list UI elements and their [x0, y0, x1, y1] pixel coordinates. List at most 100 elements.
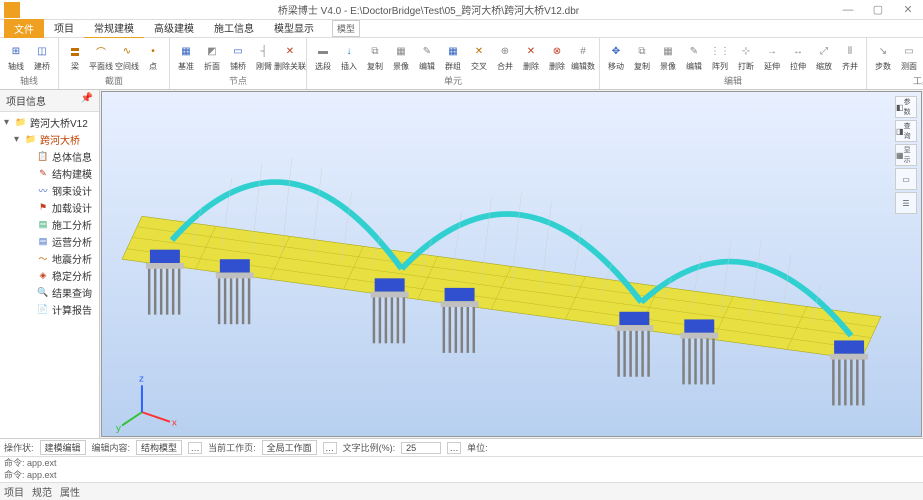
menu-tab-4[interactable]: 模型显示: [264, 18, 324, 39]
tree-node-7[interactable]: ▤运营分析: [2, 233, 97, 250]
tree-node-2[interactable]: 📋总体信息: [2, 148, 97, 165]
titlebar: 桥梁博士 V4.0 - E:\DoctorBridge\Test\05_跨河大桥…: [0, 0, 923, 20]
tree-node-6[interactable]: ▤施工分析: [2, 216, 97, 233]
tree-node-4[interactable]: 〰钢束设计: [2, 182, 97, 199]
project-tree[interactable]: ▾📁跨河大桥V12▾📁跨河大桥📋总体信息✎结构建模〰钢束设计⚑加载设计▤施工分析…: [0, 112, 99, 438]
ribbon-延伸-button[interactable]: →延伸: [760, 43, 784, 72]
编辑-icon: ✎: [685, 43, 703, 61]
ribbon-轴线-button[interactable]: ⊞轴线: [4, 43, 28, 72]
ribbon-打断-button[interactable]: ⊹打断: [734, 43, 758, 72]
交叉-icon: ✕: [470, 43, 488, 61]
ribbon-基准-button[interactable]: ▦基准: [174, 43, 198, 72]
基准-icon: ▦: [177, 43, 195, 61]
延伸-icon: →: [763, 43, 781, 61]
ribbon-编辑-button[interactable]: ✎编辑: [682, 43, 706, 72]
ribbon-景像-button[interactable]: ▦景像: [656, 43, 680, 72]
preset-dropdown[interactable]: 模型: [332, 20, 360, 37]
删除-icon: ⊗: [548, 43, 566, 61]
status-workplane[interactable]: 全局工作面: [262, 440, 317, 455]
bottom-tab-2[interactable]: 属性: [60, 484, 80, 499]
status-text-scale[interactable]: 25: [401, 442, 441, 454]
复制-icon: ⧉: [366, 43, 384, 61]
拉伸-icon: ↔: [789, 43, 807, 61]
tree-node-1[interactable]: ▾📁跨河大桥: [2, 131, 97, 148]
ribbon-齐并-button[interactable]: ⫴齐并: [838, 43, 862, 72]
ribbon-空间线-button[interactable]: ∿空间线: [115, 43, 139, 72]
tree-icon: 📁: [25, 134, 37, 146]
tree-node-3[interactable]: ✎结构建模: [2, 165, 97, 182]
project-sidebar: 项目信息 📌 ▾📁跨河大桥V12▾📁跨河大桥📋总体信息✎结构建模〰钢束设计⚑加载…: [0, 90, 100, 438]
sidebar-pin-icon[interactable]: 📌: [81, 93, 93, 108]
ribbon-group-0: ⊞轴线◫建桥轴线: [0, 38, 59, 89]
点-icon: •: [144, 43, 162, 61]
ribbon-删除-button[interactable]: ⊗删除: [545, 43, 569, 72]
ribbon-编辑数-button[interactable]: #编辑数: [571, 43, 595, 72]
tree-icon: 🔍: [37, 287, 49, 299]
铺桥-icon: ▭: [229, 43, 247, 61]
tree-icon: ⚑: [37, 202, 49, 214]
bottom-tab-0[interactable]: 项目: [4, 484, 24, 499]
删除-icon: ✕: [522, 43, 540, 61]
edit-picker-button[interactable]: …: [188, 442, 202, 454]
scale-picker-button[interactable]: …: [447, 442, 461, 454]
svg-text:x: x: [172, 418, 177, 429]
ribbon-移动-button[interactable]: ✥移动: [604, 43, 628, 72]
menu-tab-3[interactable]: 施工信息: [204, 18, 264, 39]
ribbon-拉伸-button[interactable]: ↔拉伸: [786, 43, 810, 72]
viewport-3d[interactable]: x y z ◧参数◨查询▦显示▭☰: [101, 91, 922, 437]
viewport-tool-1[interactable]: ◨查询: [895, 120, 917, 142]
status-edit-target[interactable]: 结构模型: [136, 440, 182, 455]
bottom-tabs: 项目规范属性: [0, 482, 923, 500]
ribbon-梁-button[interactable]: 〓梁: [63, 43, 87, 72]
ribbon-点-button[interactable]: •点: [141, 43, 165, 72]
menu-tab-2[interactable]: 高级建模: [144, 18, 204, 39]
ribbon-复制-button[interactable]: ⧉复制: [363, 43, 387, 72]
ribbon-缩放-button[interactable]: ⤢缩放: [812, 43, 836, 72]
tree-node-10[interactable]: 🔍结果查询: [2, 284, 97, 301]
menu-tab-1[interactable]: 常规建模: [84, 18, 144, 39]
ribbon-编辑-button[interactable]: ✎编辑: [415, 43, 439, 72]
ribbon-步数-button[interactable]: ↘步数: [871, 43, 895, 72]
ribbon-测面-button[interactable]: ▭测面: [897, 43, 921, 72]
close-button[interactable]: ✕: [893, 3, 923, 16]
tree-node-8[interactable]: 〜地震分析: [2, 250, 97, 267]
ribbon-折面-button[interactable]: ◩折面: [200, 43, 224, 72]
viewport-tool-4[interactable]: ☰: [895, 192, 917, 214]
viewport-tool-3[interactable]: ▭: [895, 168, 917, 190]
ribbon-景像-button[interactable]: ▦景像: [389, 43, 413, 72]
ribbon-建桥-button[interactable]: ◫建桥: [30, 43, 54, 72]
tree-icon: 📄: [37, 304, 49, 316]
tree-node-5[interactable]: ⚑加载设计: [2, 199, 97, 216]
workplane-picker-button[interactable]: …: [323, 442, 337, 454]
bottom-tab-1[interactable]: 规范: [32, 484, 52, 499]
minimize-button[interactable]: —: [833, 4, 863, 16]
ribbon-铺桥-button[interactable]: ▭铺桥: [226, 43, 250, 72]
menu-tabs: 文件 项目常规建模高级建模施工信息模型显示 模型: [0, 20, 923, 38]
折面-icon: ◩: [203, 43, 221, 61]
选段-icon: ▬: [314, 43, 332, 61]
ribbon-平面线-button[interactable]: ⌒平面线: [89, 43, 113, 72]
ribbon-选段-button[interactable]: ▬选段: [311, 43, 335, 72]
ribbon-group-1: 〓梁⌒平面线∿空间线•点截面: [59, 38, 170, 89]
ribbon-群组-button[interactable]: ▦群组: [441, 43, 465, 72]
ribbon-group-4: ✥移动⧉复制▦景像✎编辑⋮⋮阵列⊹打断→延伸↔拉伸⤢缩放⫴齐并编辑: [600, 38, 867, 89]
tree-node-0[interactable]: ▾📁跨河大桥V12: [2, 114, 97, 131]
ribbon-删除关联-button[interactable]: ✕删除关联: [278, 43, 302, 72]
编辑-icon: ✎: [418, 43, 436, 61]
viewport-tool-0[interactable]: ◧参数: [895, 96, 917, 118]
tree-node-11[interactable]: 📄计算报告: [2, 301, 97, 318]
menu-tab-0[interactable]: 项目: [44, 18, 84, 39]
ribbon-刚臂-button[interactable]: ┤刚臂: [252, 43, 276, 72]
viewport-tool-2[interactable]: ▦显示: [895, 144, 917, 166]
ribbon-阵列-button[interactable]: ⋮⋮阵列: [708, 43, 732, 72]
ribbon-插入-button[interactable]: ↓插入: [337, 43, 361, 72]
编辑数-icon: #: [574, 43, 592, 61]
ribbon-交叉-button[interactable]: ✕交叉: [467, 43, 491, 72]
file-tab[interactable]: 文件: [4, 19, 44, 38]
ribbon-删除-button[interactable]: ✕删除: [519, 43, 543, 72]
maximize-button[interactable]: ▢: [863, 3, 893, 16]
阵列-icon: ⋮⋮: [711, 43, 729, 61]
tree-node-9[interactable]: ◈稳定分析: [2, 267, 97, 284]
ribbon-合并-button[interactable]: ⊕合并: [493, 43, 517, 72]
ribbon-复制-button[interactable]: ⧉复制: [630, 43, 654, 72]
